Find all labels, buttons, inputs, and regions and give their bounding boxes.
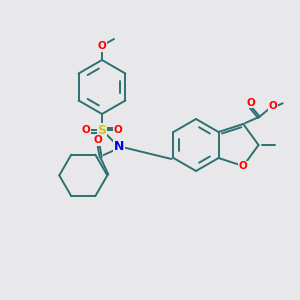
Text: S: S [98,124,106,136]
Text: O: O [239,161,248,171]
Text: O: O [114,125,122,135]
Text: O: O [247,98,256,108]
Text: O: O [98,41,106,51]
Text: O: O [268,101,277,111]
Text: N: N [114,140,124,154]
Text: O: O [93,135,102,145]
Text: O: O [82,125,90,135]
